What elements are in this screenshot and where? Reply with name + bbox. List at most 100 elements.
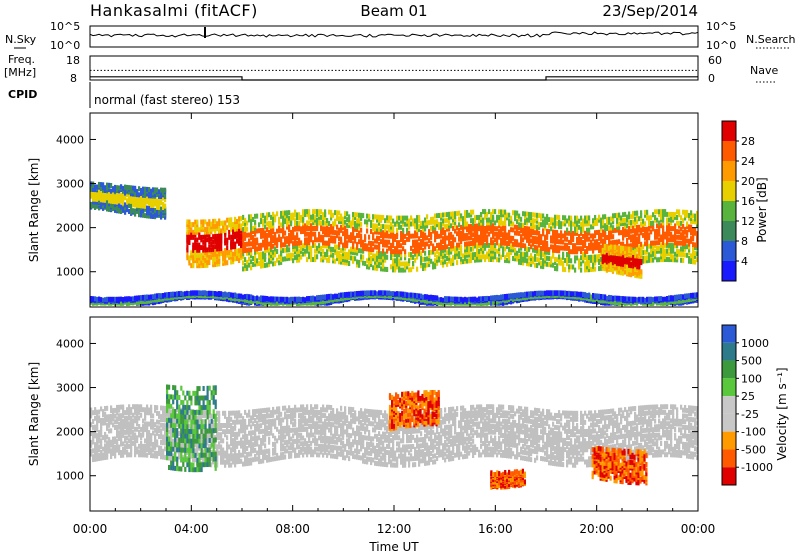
power-cell [628, 211, 631, 217]
power-cell [636, 253, 639, 259]
power-cell [164, 206, 167, 212]
power-cell [196, 224, 199, 230]
power-cell [452, 243, 455, 249]
power-cell [144, 213, 147, 219]
power-cell [588, 255, 591, 260]
power-cell [480, 214, 483, 220]
power-cell [310, 237, 313, 243]
power-cell [306, 248, 309, 254]
power-cell [660, 254, 663, 260]
power-cell [462, 259, 465, 265]
power-cell [272, 223, 275, 229]
power-cell [344, 225, 347, 231]
power-cell [200, 252, 203, 258]
power-cell [102, 185, 105, 191]
power-cell [464, 224, 467, 230]
power-cell [312, 242, 315, 248]
power-cell [224, 248, 227, 253]
power-cell [652, 257, 655, 263]
power-cell [680, 249, 683, 255]
power-cell [586, 227, 589, 233]
power-cell [352, 247, 355, 253]
power-cell [582, 258, 585, 264]
power-cell [306, 257, 309, 263]
power-cell [250, 259, 253, 265]
power-cell [336, 213, 339, 219]
power-cell [488, 248, 491, 254]
power-cell [360, 242, 363, 248]
power-cell [278, 260, 281, 266]
power-cell [288, 233, 291, 238]
power-cell [278, 216, 281, 222]
power-cell [368, 258, 371, 264]
power-cell [598, 214, 601, 220]
power-cell [418, 245, 421, 251]
power-cell [394, 252, 397, 258]
power-cell [400, 224, 403, 230]
power-cell [412, 264, 415, 270]
power-cell [94, 189, 97, 195]
power-cell [280, 213, 283, 219]
power-cell [490, 242, 493, 248]
power-cell [454, 217, 457, 222]
power-cell [602, 232, 605, 238]
power-cell [426, 223, 429, 229]
power-cell [280, 296, 283, 302]
power-cell [350, 255, 353, 261]
power-cell [646, 209, 649, 215]
power-cell [204, 242, 207, 248]
power-cell [664, 234, 667, 240]
power-cell [662, 209, 665, 215]
power-cell [114, 187, 117, 193]
power-cell [302, 226, 305, 232]
power-cell [420, 233, 423, 238]
power-cell [412, 239, 415, 245]
power-cell [576, 240, 579, 246]
power-cell [286, 247, 289, 253]
power-cell [106, 296, 109, 302]
power-cell [510, 227, 513, 233]
power-cell [360, 254, 363, 260]
power-cell [472, 246, 475, 252]
power-cell [564, 242, 567, 248]
power-cell [198, 232, 201, 238]
power-cell [476, 215, 479, 220]
power-cell [100, 184, 103, 190]
power-cell [234, 251, 237, 257]
power-cell [602, 244, 605, 250]
power-cell [360, 227, 363, 233]
power-cell [140, 195, 143, 201]
power-cell [158, 189, 161, 195]
power-cell [624, 223, 627, 229]
power-cell [552, 250, 555, 256]
power-cell [226, 237, 229, 243]
power-cell [272, 217, 275, 223]
power-cell [332, 221, 335, 227]
power-cell [482, 240, 485, 246]
power-cell [607, 255, 610, 261]
power-cell [266, 227, 269, 233]
power-cell [264, 262, 267, 268]
power-cell [566, 261, 569, 267]
power-cell [508, 252, 511, 258]
power-cell [486, 223, 489, 229]
power-cell [362, 248, 365, 254]
date-title: 23/Sep/2014 [602, 2, 698, 20]
power-cell [332, 227, 335, 232]
power-cell [118, 185, 121, 191]
power-cell [484, 214, 487, 220]
power-cell [256, 228, 259, 234]
power-cell [234, 224, 237, 230]
power-cell [502, 209, 505, 215]
power-cell [146, 210, 149, 216]
power-cell [536, 239, 539, 245]
power-cell [526, 229, 529, 235]
power-cell [148, 210, 151, 216]
power-cell [614, 213, 617, 219]
power-cell [542, 213, 545, 219]
power-cell [460, 259, 463, 265]
power-cell [632, 242, 635, 248]
power-cell [344, 234, 347, 240]
power-cell [266, 215, 269, 221]
power-cell [322, 217, 325, 223]
